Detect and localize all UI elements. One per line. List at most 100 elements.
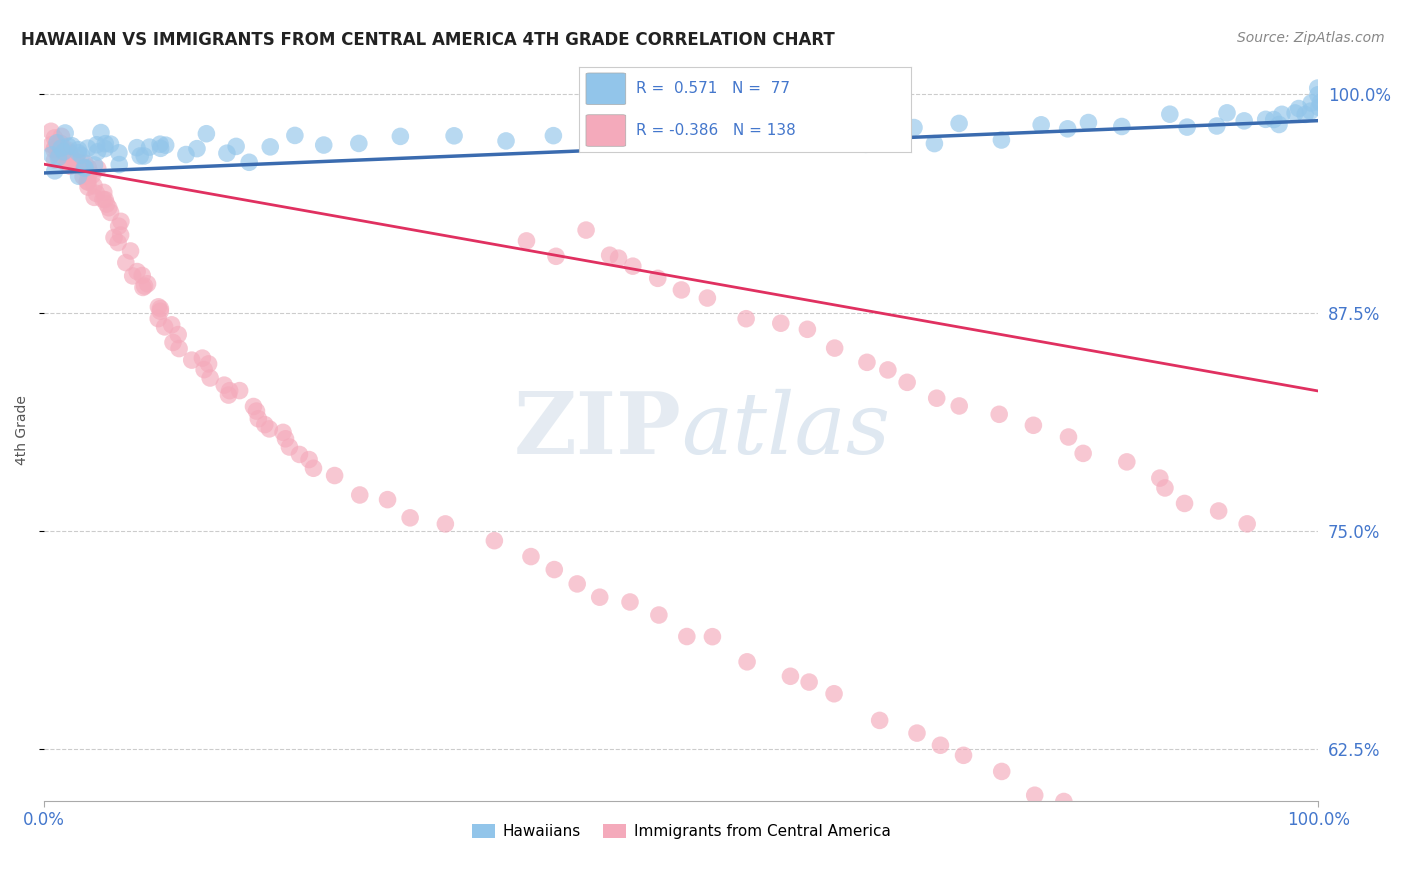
Point (1216, 106, 1239, 120)
Point (49, 141, 72, 155)
Point (193, 362, 215, 376)
Point (46, 136, 69, 150)
Point (97, 201, 120, 215)
Point (39, 137, 62, 152)
Point (42, 143, 65, 157)
Point (735, 311, 758, 326)
Point (1024, 789, 1046, 803)
Point (323, 468, 346, 483)
Point (1115, 455, 1137, 469)
Point (127, 264, 149, 278)
Point (134, 279, 156, 293)
Point (389, 129, 412, 144)
Point (823, 687, 845, 701)
Point (1294, 107, 1316, 121)
Point (567, 577, 589, 591)
Point (734, 129, 756, 144)
Point (100, 205, 122, 219)
Point (136, 277, 159, 291)
Point (298, 452, 321, 467)
Point (225, 139, 247, 153)
Point (77, 161, 100, 175)
Point (702, 630, 724, 644)
Point (1236, 516, 1258, 531)
Point (896, 376, 918, 390)
Point (87, 161, 110, 176)
Point (520, 549, 543, 564)
Point (599, 248, 621, 262)
Point (212, 378, 235, 392)
Point (48, 150, 70, 164)
Point (735, 655, 758, 669)
Point (56, 152, 79, 166)
Point (132, 280, 155, 294)
Point (245, 404, 267, 418)
Point (990, 133, 1012, 147)
Point (1301, 95, 1323, 110)
Point (51, 144, 73, 158)
Point (1056, 121, 1078, 136)
Point (72, 169, 94, 184)
Point (696, 291, 718, 305)
Point (195, 127, 218, 141)
Point (94, 136, 117, 151)
Point (70, 160, 93, 174)
Point (1057, 430, 1080, 444)
Point (312, 138, 335, 153)
Point (100, 137, 122, 152)
Point (65, 151, 87, 165)
Point (929, 738, 952, 752)
Point (73, 161, 96, 175)
Point (160, 318, 183, 332)
Point (114, 255, 136, 269)
Point (543, 128, 565, 143)
Point (621, 259, 644, 273)
Point (1111, 120, 1133, 134)
Point (671, 135, 693, 149)
Point (103, 230, 125, 244)
Point (543, 563, 565, 577)
Point (58, 145, 80, 160)
Point (198, 371, 221, 385)
Point (48, 139, 70, 153)
Point (925, 391, 948, 405)
Point (108, 157, 131, 171)
Point (149, 304, 172, 318)
Point (218, 388, 240, 402)
Point (76, 174, 98, 188)
Point (1308, 100, 1330, 114)
Point (1268, 118, 1291, 132)
Point (56, 143, 79, 157)
Point (271, 425, 294, 440)
Point (769, 316, 792, 330)
Point (93, 186, 115, 200)
Text: HAWAIIAN VS IMMIGRANTS FROM CENTRAL AMERICA 4TH GRADE CORRELATION CHART: HAWAIIAN VS IMMIGRANTS FROM CENTRAL AMER… (21, 31, 835, 49)
Point (443, 128, 465, 143)
Point (129, 149, 152, 163)
Text: Source: ZipAtlas.com: Source: ZipAtlas.com (1237, 31, 1385, 45)
Point (228, 384, 250, 398)
Point (948, 399, 970, 413)
Point (77, 168, 100, 182)
Point (59, 159, 82, 173)
Point (1309, 95, 1331, 110)
Point (167, 327, 190, 342)
Point (197, 357, 219, 371)
Point (399, 511, 422, 525)
Point (155, 138, 177, 153)
Y-axis label: 4th Grade: 4th Grade (15, 395, 30, 465)
Point (149, 141, 172, 155)
Point (120, 244, 142, 258)
Point (278, 440, 301, 454)
Point (107, 219, 129, 234)
Point (94, 142, 117, 156)
Point (1263, 112, 1285, 127)
Point (1306, 87, 1329, 102)
Point (121, 268, 143, 283)
Point (1154, 481, 1177, 495)
Point (671, 283, 693, 297)
Point (1233, 113, 1256, 128)
Point (869, 714, 891, 728)
Point (952, 748, 974, 763)
Point (247, 411, 270, 425)
